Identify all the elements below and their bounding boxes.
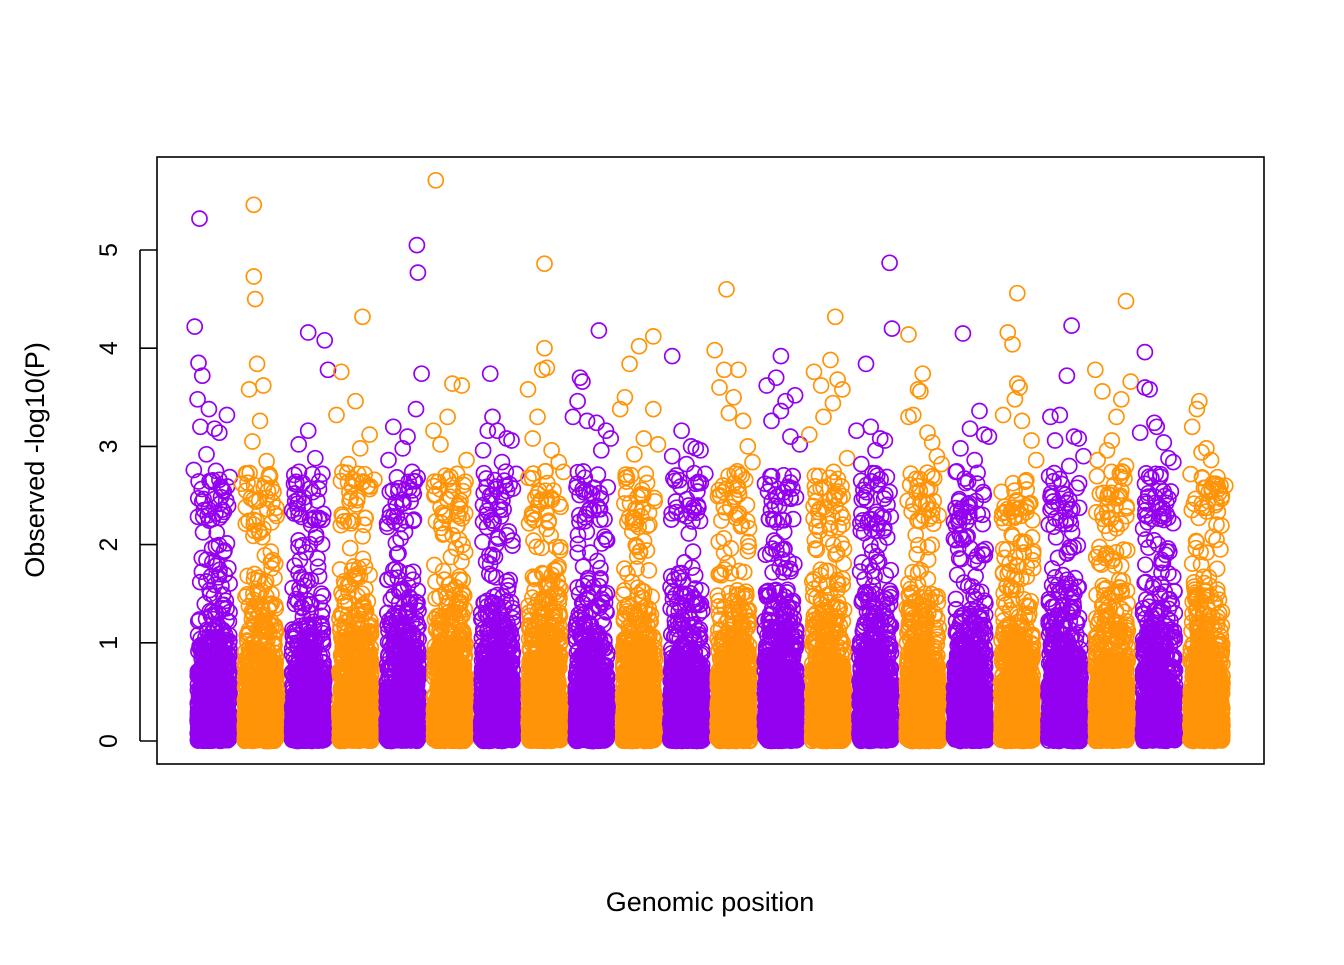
snp-point bbox=[190, 354, 207, 372]
snp-point bbox=[354, 527, 371, 545]
snp-point bbox=[309, 550, 326, 567]
snp-point bbox=[316, 331, 334, 349]
chromosome-3-peak-point bbox=[299, 324, 317, 341]
snp-point bbox=[390, 544, 407, 562]
snp-point bbox=[191, 637, 208, 655]
snp-point bbox=[328, 406, 345, 424]
snp-point bbox=[205, 673, 223, 691]
snp-point bbox=[211, 471, 228, 489]
snp-point bbox=[189, 489, 207, 507]
snp-point bbox=[216, 690, 233, 708]
snp-point bbox=[240, 381, 258, 398]
chromosome-2-peak-point bbox=[245, 196, 263, 214]
snp-point bbox=[194, 523, 212, 541]
snp-point bbox=[189, 508, 207, 526]
snp-point bbox=[341, 539, 359, 557]
snp-point bbox=[207, 720, 225, 737]
snp-point bbox=[246, 290, 264, 308]
snp-point bbox=[198, 445, 215, 463]
snp-point bbox=[361, 426, 378, 443]
snp-point bbox=[380, 451, 397, 469]
snp-point bbox=[193, 367, 211, 385]
points-layer bbox=[185, 171, 1234, 750]
snp-point bbox=[218, 611, 235, 629]
snp-point bbox=[193, 650, 211, 668]
snp-point bbox=[251, 412, 269, 430]
snp-point bbox=[191, 667, 209, 685]
snp-point bbox=[217, 492, 235, 509]
snp-point bbox=[195, 490, 212, 508]
snp-point bbox=[407, 400, 425, 418]
snp-point bbox=[219, 559, 237, 577]
snp-point bbox=[212, 660, 229, 677]
snp-point bbox=[221, 575, 238, 592]
snp-point bbox=[214, 586, 232, 603]
snp-point bbox=[204, 610, 222, 628]
snp-point bbox=[211, 509, 228, 527]
snp-point bbox=[409, 264, 427, 281]
snp-point bbox=[195, 648, 213, 666]
snp-point bbox=[218, 535, 236, 552]
snp-point bbox=[306, 449, 324, 467]
snp-point bbox=[206, 420, 223, 438]
snp-point bbox=[254, 377, 272, 394]
snp-point bbox=[192, 418, 209, 436]
snp-point bbox=[351, 440, 369, 457]
snp-point bbox=[208, 555, 226, 573]
chromosome-5-peak-point bbox=[408, 236, 426, 254]
snp-point bbox=[413, 365, 430, 383]
snp-point bbox=[200, 400, 218, 418]
snp-point bbox=[218, 406, 236, 424]
snp-point bbox=[201, 585, 219, 603]
chromosome-4-peak-point bbox=[354, 308, 371, 326]
snp-point bbox=[189, 719, 207, 737]
snp-point bbox=[258, 452, 275, 470]
snp-point bbox=[196, 595, 214, 613]
snp-point bbox=[347, 392, 364, 410]
snp-point bbox=[221, 640, 238, 658]
snp-point bbox=[197, 690, 214, 708]
snp-point bbox=[211, 711, 228, 729]
snp-point bbox=[193, 657, 211, 674]
snp-point bbox=[207, 462, 225, 480]
snp-point bbox=[193, 563, 211, 581]
snp-point bbox=[290, 436, 308, 453]
snp-point bbox=[213, 501, 231, 519]
snp-point bbox=[216, 542, 233, 559]
snp-point bbox=[211, 565, 228, 583]
snp-point bbox=[203, 540, 221, 557]
snp-point bbox=[189, 390, 206, 408]
snp-point bbox=[191, 573, 209, 591]
chromosome-1-peak-point bbox=[191, 210, 208, 227]
snp-point bbox=[384, 418, 402, 436]
snp-point bbox=[220, 682, 238, 699]
snp-point bbox=[210, 424, 228, 442]
snp-point bbox=[198, 573, 215, 590]
snp-point bbox=[245, 268, 263, 285]
snp-point bbox=[248, 355, 266, 373]
snp-point bbox=[186, 318, 204, 335]
snp-point bbox=[185, 461, 203, 479]
snp-point bbox=[218, 688, 236, 706]
snp-point bbox=[244, 433, 261, 450]
snp-point bbox=[200, 678, 218, 696]
snp-point bbox=[299, 422, 317, 440]
snp-point bbox=[382, 591, 400, 608]
